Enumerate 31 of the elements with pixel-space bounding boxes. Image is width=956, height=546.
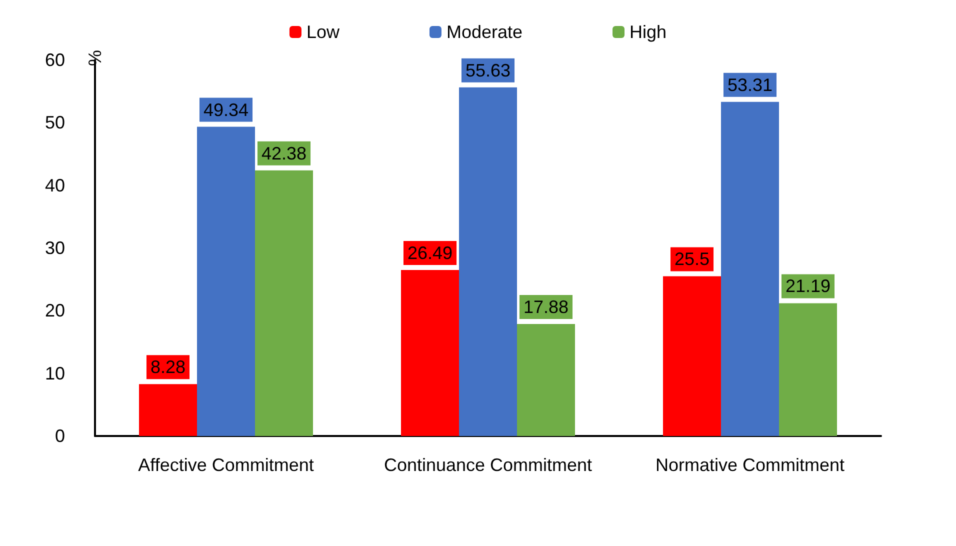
y-tick-label: 20 [44,300,65,321]
x-tick-label: Normative Commitment [655,455,845,475]
bar [459,87,517,436]
data-label: 55.63 [465,60,511,80]
legend-label: Moderate [446,22,523,42]
bar [517,324,575,436]
y-tick-label: 10 [44,363,65,384]
bar [779,303,837,436]
y-tick-label: 60 [44,50,65,70]
bar [255,170,313,436]
legend-label: Low [306,22,340,42]
bar [401,270,459,436]
y-tick-label: 40 [44,175,65,196]
data-label: 49.34 [203,100,249,120]
data-label: 17.88 [523,296,569,317]
bar [139,384,197,436]
legend-label: High [630,22,667,42]
data-label: 26.49 [407,242,453,263]
bar [721,102,779,436]
data-label: 25.5 [674,249,710,270]
x-tick-label: Affective Commitment [138,455,314,475]
data-label: 42.38 [261,143,307,164]
x-tick-label: Continuance Commitment [384,455,592,475]
y-tick-label: 0 [54,426,65,446]
y-tick-label: 50 [44,112,65,133]
data-label: 8.28 [150,357,186,378]
data-label: 53.31 [727,74,773,95]
bar [663,276,721,436]
bar [197,126,255,436]
data-label: 21.19 [785,276,831,296]
y-tick-label: 30 [44,238,65,258]
